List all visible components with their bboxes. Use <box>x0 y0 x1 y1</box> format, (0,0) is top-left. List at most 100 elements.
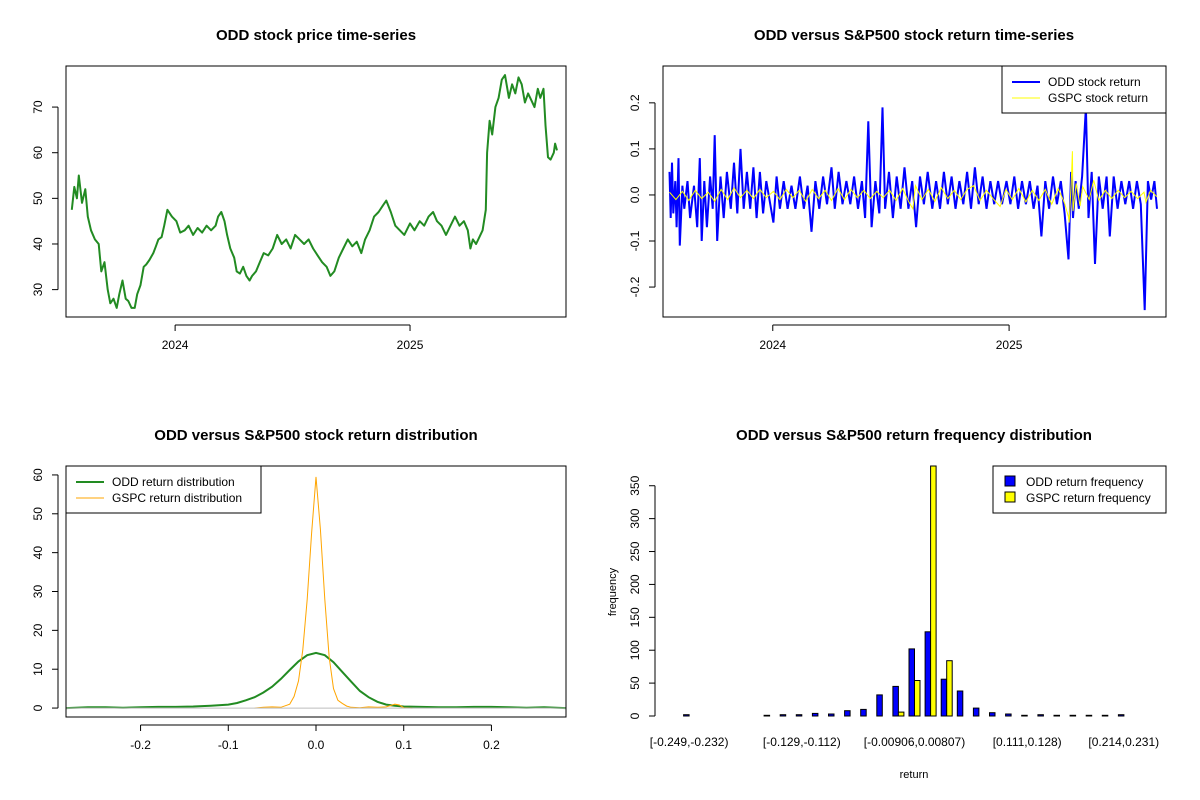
gspc-frequency-bar <box>946 660 953 717</box>
y-tick-label: 60 <box>31 468 45 482</box>
series-layer <box>70 74 558 309</box>
legend-box <box>1001 65 1167 114</box>
y-tick-label: 200 <box>628 574 642 594</box>
legend-label: GSPC stock return <box>1048 91 1148 105</box>
y-tick-label: 20 <box>31 623 45 637</box>
odd-frequency-bar <box>876 694 883 717</box>
chart-title: ODD versus S&P500 stock return distribut… <box>154 427 477 444</box>
price-line <box>70 74 558 309</box>
odd-frequency-bar <box>956 690 964 717</box>
gspc-frequency-bar <box>897 711 905 717</box>
odd-frequency-bar <box>1053 714 1060 717</box>
plot-frame <box>662 65 1167 318</box>
odd-frequency-bar <box>972 707 980 717</box>
x-tick-label: [-0.00906,0.00807) <box>864 735 965 749</box>
y-tick-label: 0 <box>628 712 642 719</box>
y-tick-label: 100 <box>628 640 642 660</box>
y-tick-label: 150 <box>628 607 642 627</box>
odd-frequency-bar <box>1085 714 1093 717</box>
x-tick-label: [0.214,0.231) <box>1088 735 1159 749</box>
chart-title: ODD versus S&P500 stock return time-seri… <box>754 27 1074 44</box>
x-axis: 2024 2025 <box>162 324 424 352</box>
y-tick-label: 10 <box>31 662 45 676</box>
return-timeseries-chart: ODD versus S&P500 stock return time-seri… <box>628 27 1167 352</box>
y-tick-label: 30 <box>31 283 45 297</box>
odd-frequency-bar <box>1069 714 1077 717</box>
legend-swatch <box>1004 475 1016 487</box>
y-tick-label: 50 <box>31 191 45 205</box>
legend-label: GSPC return distribution <box>112 491 242 505</box>
chart-title: ODD stock price time-series <box>216 27 416 44</box>
series-layer <box>668 107 1158 311</box>
odd-frequency-bar <box>1101 714 1109 717</box>
legend-label: ODD return distribution <box>112 475 235 489</box>
odd-frequency-bar <box>1021 714 1028 717</box>
odd-frequency-bar <box>1117 714 1125 717</box>
return-distribution-chart: ODD versus S&P500 stock return distribut… <box>31 427 567 752</box>
x-axis: 2024 2025 <box>759 324 1023 352</box>
y-axis: 0 10 20 30 40 50 60 <box>31 468 59 711</box>
y-axis-title: frequency <box>607 567 619 616</box>
x-tick-label: 2024 <box>162 338 189 352</box>
odd-frequency-bar <box>989 712 996 717</box>
odd-density-line <box>65 651 567 710</box>
x-tick-label: [-0.129,-0.112) <box>763 735 841 749</box>
odd-frequency-bar <box>908 648 915 717</box>
plot-frame <box>65 65 567 318</box>
y-tick-label: 0 <box>31 704 45 711</box>
x-tick-label: 2024 <box>759 338 786 352</box>
chart-title: ODD versus S&P500 return frequency distr… <box>736 427 1092 444</box>
odd-frequency-bar <box>892 685 899 717</box>
x-tick-label: [0.111,0.128) <box>993 735 1062 749</box>
legend-label: GSPC return frequency <box>1026 491 1151 505</box>
series-layer <box>65 476 567 710</box>
y-tick-label: 40 <box>31 237 45 251</box>
odd-frequency-bar <box>683 714 690 717</box>
legend-box <box>65 465 262 514</box>
y-axis: 0 50 100 150 200 250 300 350 <box>628 475 656 719</box>
x-tick-label: 2025 <box>397 338 424 352</box>
legend-swatch <box>1004 491 1016 503</box>
odd-frequency-bar <box>763 714 771 717</box>
y-tick-label: 0.0 <box>628 186 642 203</box>
y-tick-label: 350 <box>628 475 642 495</box>
bars-layer <box>683 465 1125 717</box>
legend-label: ODD stock return <box>1048 75 1141 89</box>
odd-frequency-bar <box>1005 713 1012 717</box>
price-chart: ODD stock price time-series 2024 2025 30 4… <box>31 27 567 352</box>
legend: ODD return frequency GSPC return frequen… <box>992 465 1167 514</box>
gspc-return-line <box>669 151 1158 223</box>
x-tick-label: 0.1 <box>395 738 412 752</box>
gspc-frequency-bar <box>914 680 921 717</box>
odd-frequency-bar <box>860 708 867 717</box>
odd-frequency-bar <box>844 710 851 717</box>
legend-box <box>992 465 1167 514</box>
x-tick-label: [-0.249,-0.232) <box>650 735 729 749</box>
y-tick-label: 0.1 <box>628 140 642 157</box>
y-tick-label: 300 <box>628 508 642 528</box>
y-axis: 30 40 50 60 70 <box>31 100 59 297</box>
y-tick-label: 50 <box>31 507 45 521</box>
y-tick-label: 50 <box>628 676 642 690</box>
frequency-histogram-chart: ODD versus S&P500 return frequency distr… <box>607 427 1167 781</box>
gspc-density-line <box>254 476 413 709</box>
legend: ODD return distribution GSPC return dist… <box>65 465 262 514</box>
y-tick-label: 60 <box>31 146 45 160</box>
odd-frequency-bar <box>811 712 819 717</box>
gspc-frequency-bar <box>930 465 937 717</box>
odd-frequency-bar <box>1037 714 1044 717</box>
odd-frequency-bar <box>828 713 835 717</box>
x-tick-label: 0.0 <box>308 738 325 752</box>
y-tick-label: 30 <box>31 585 45 599</box>
x-axis: -0.2 -0.1 0.0 0.1 0.2 <box>130 724 500 752</box>
y-tick-label: 0.2 <box>628 94 642 111</box>
odd-frequency-bar <box>924 631 932 717</box>
odd-frequency-bar <box>779 714 787 717</box>
x-tick-label: -0.1 <box>218 738 239 752</box>
odd-frequency-bar <box>795 714 803 717</box>
legend-label: ODD return frequency <box>1026 475 1143 489</box>
x-tick-label: -0.2 <box>130 738 151 752</box>
plot-frame <box>65 465 567 718</box>
